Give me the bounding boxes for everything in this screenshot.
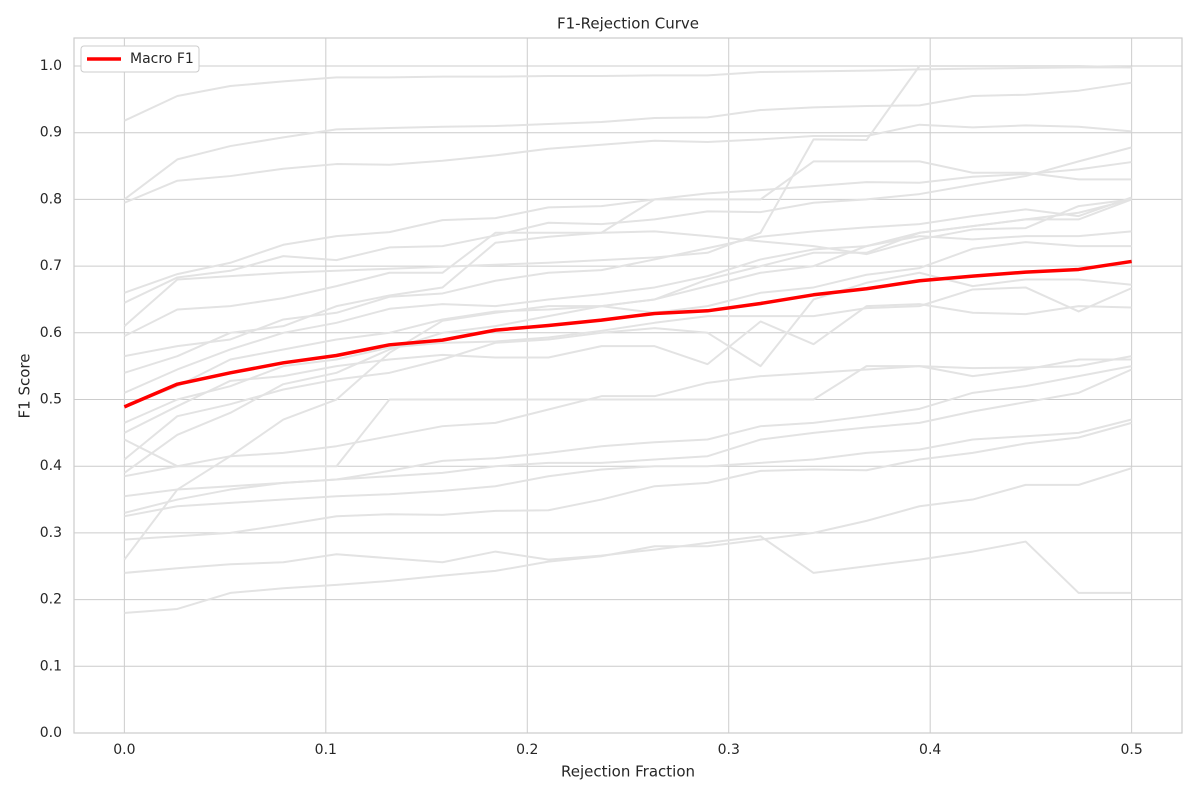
y-tick-label: 0.7 [40, 258, 62, 274]
y-tick-label: 0.2 [40, 592, 62, 608]
legend-label: Macro F1 [130, 51, 194, 67]
y-tick-label: 0.8 [40, 191, 62, 207]
class-line [123, 230, 1132, 394]
y-tick-label: 0.3 [40, 525, 62, 541]
class-line [124, 467, 1132, 614]
class-line [123, 303, 1132, 434]
class-line [124, 241, 1132, 408]
y-tick-label: 0.5 [40, 392, 62, 408]
class-line [123, 198, 1132, 561]
class-line [123, 123, 1132, 204]
class-line [124, 418, 1132, 518]
x-axis-label: Rejection Fraction [561, 763, 695, 781]
class-line [123, 358, 1132, 468]
x-tick-label: 0.2 [516, 742, 538, 758]
class-line [124, 421, 1132, 541]
series-line [123, 259, 1132, 409]
class-line [124, 196, 1132, 358]
class-line [123, 146, 1132, 304]
class-line [124, 161, 1132, 294]
y-tick-label: 0.1 [40, 658, 62, 674]
x-tick-label: 0.1 [315, 742, 337, 758]
class-line [123, 160, 1132, 338]
x-tick-label: 0.3 [718, 742, 740, 758]
plot-area [73, 37, 1183, 734]
y-tick-label: 1.0 [40, 58, 62, 74]
class-line [123, 81, 1132, 201]
class-line [124, 368, 1133, 514]
class-line [124, 535, 1132, 594]
class-line [123, 286, 1133, 424]
x-tick-label: 0.0 [113, 742, 135, 758]
y-tick-label: 0.0 [40, 725, 62, 741]
y-tick-label: 0.9 [40, 125, 62, 141]
class-line [124, 198, 1132, 374]
chart-title: F1-Rejection Curve [557, 15, 699, 33]
legend-box [80, 45, 200, 73]
x-tick-label: 0.4 [919, 742, 941, 758]
y-tick-label: 0.6 [40, 325, 62, 341]
class-line [123, 65, 1132, 327]
class-line [124, 355, 1132, 478]
class-line [123, 66, 1132, 122]
y-axis-label: F1 Score [16, 354, 34, 419]
class-line [123, 271, 1132, 461]
y-tick-label: 0.4 [40, 458, 62, 474]
x-tick-label: 0.5 [1121, 742, 1143, 758]
